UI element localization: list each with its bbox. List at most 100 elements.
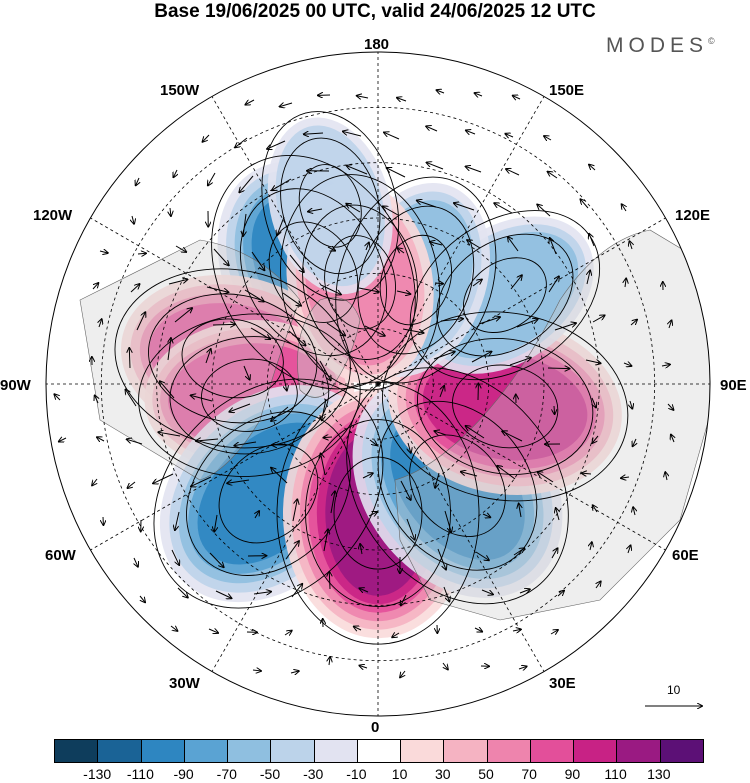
wind-arrow — [430, 242, 443, 245]
wind-arrow — [592, 435, 599, 443]
wind-arrow — [472, 280, 482, 287]
wind-arrow — [54, 394, 61, 401]
wind-arrow — [544, 136, 552, 140]
wind-arrow — [170, 626, 177, 631]
wind-arrow — [548, 276, 559, 293]
wind-arrow — [502, 431, 523, 442]
wind-arrow — [304, 133, 324, 134]
wind-arrow — [661, 364, 670, 366]
wind-arrow — [467, 240, 481, 249]
wind-arrow — [437, 90, 445, 93]
wind-arrow — [437, 548, 446, 570]
wind-arrow — [272, 178, 292, 190]
greenland-land — [297, 297, 361, 398]
wind-arrow — [408, 442, 411, 453]
wind-arrow — [364, 325, 385, 336]
height-contour — [463, 257, 547, 333]
height-contour — [417, 337, 594, 475]
lon-label-90w: 90W — [0, 377, 31, 394]
wind-arrow — [280, 103, 293, 107]
wind-arrow — [519, 589, 530, 593]
wind-arrow — [433, 352, 455, 360]
wind-arrow — [357, 96, 369, 98]
map-disk — [46, 52, 710, 716]
wind-arrow — [392, 633, 400, 637]
colorbar-swatch — [228, 740, 272, 762]
wind-arrow — [321, 453, 326, 476]
meridian-line — [90, 217, 379, 385]
wind-arrow — [475, 93, 483, 96]
wind-arrow — [633, 507, 635, 516]
height-contour — [148, 293, 318, 424]
colorbar-swatch — [444, 740, 488, 762]
wind-arrow — [99, 319, 102, 328]
wind-arrow — [134, 557, 138, 567]
wind-arrow — [466, 167, 482, 173]
colorbar-tick-label: 90 — [564, 766, 581, 782]
wind-arrow — [596, 582, 601, 589]
wind-arrow — [439, 386, 444, 398]
wind-arrow — [402, 328, 424, 333]
wind-arrow — [516, 319, 538, 328]
wind-vectors — [54, 90, 674, 677]
wind-arrow — [208, 629, 218, 633]
wind-arrow — [327, 247, 335, 251]
wind-arrow — [191, 395, 213, 402]
wind-arrow — [454, 203, 475, 211]
wind-arrow — [252, 670, 261, 671]
colorbar-swatch — [401, 740, 445, 762]
lon-label-60w: 60W — [45, 547, 76, 564]
wind-arrow — [253, 592, 271, 594]
wind-arrow — [551, 548, 558, 559]
wind-arrow — [354, 627, 362, 630]
wind-arrow — [326, 322, 345, 335]
colorbar-swatch — [55, 740, 99, 762]
wind-arrow — [443, 586, 449, 601]
wind-arrow — [212, 324, 235, 325]
wind-arrow — [173, 169, 177, 177]
wind-arrow — [585, 360, 601, 363]
wind-arrow — [136, 177, 139, 185]
wind-arrow — [170, 207, 171, 216]
wind-arrow — [99, 251, 108, 253]
height-contour — [280, 174, 441, 391]
lon-label-150w: 150W — [160, 82, 200, 99]
wind-arrow — [285, 541, 299, 560]
colorbar-swatch — [617, 740, 661, 762]
colorbar-tick-label: -50 — [259, 766, 281, 782]
colorbar-swatch — [574, 740, 618, 762]
wind-arrow — [209, 552, 224, 567]
wind-arrow — [153, 473, 174, 483]
colorbar-tick-label: 110 — [604, 766, 627, 782]
wind-arrow — [239, 175, 254, 192]
lon-label-30e: 30E — [549, 675, 576, 692]
height-contour — [186, 411, 351, 576]
wind-arrow — [127, 481, 136, 488]
wind-arrow — [592, 397, 596, 407]
wind-arrow — [368, 512, 377, 516]
wind-arrow — [426, 126, 438, 132]
wind-arrow — [621, 477, 630, 478]
wind-arrow — [174, 308, 192, 323]
wind-arrow — [175, 511, 180, 530]
wind-arrow — [140, 595, 145, 602]
meridian-line — [90, 383, 379, 551]
wind-arrow — [506, 169, 520, 176]
wind-arrow — [289, 254, 304, 272]
wind-arrow — [347, 166, 368, 175]
meridian-line — [377, 383, 545, 672]
wind-arrow — [401, 594, 407, 605]
wind-arrow — [175, 245, 186, 252]
wind-arrow — [322, 398, 327, 420]
wind-arrow — [346, 204, 361, 213]
wind-arrow — [417, 201, 437, 208]
wind-arrow — [582, 473, 592, 474]
wind-arrow — [435, 472, 440, 488]
wind-arrow — [474, 628, 482, 632]
wind-arrow — [132, 215, 134, 224]
wind-arrow — [629, 241, 632, 250]
wind-arrow — [92, 283, 98, 290]
wind-arrow — [548, 172, 558, 179]
wind-arrow — [244, 289, 264, 301]
colorbar-swatch — [184, 740, 229, 762]
